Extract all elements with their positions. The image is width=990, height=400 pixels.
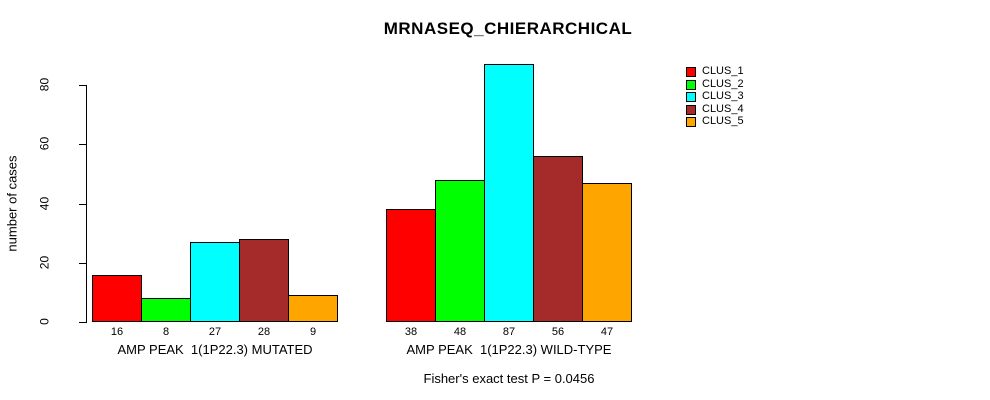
y-tick-label: 0	[37, 318, 52, 325]
legend: CLUS_1 CLUS_2 CLUS_3 CLUS_4 CLUS_5	[686, 66, 806, 136]
bar-value-label: 87	[502, 326, 516, 338]
y-tick-mark	[79, 263, 86, 264]
bar-clus_4-group1	[239, 239, 289, 322]
y-tick-mark	[79, 144, 86, 145]
y-tick-label: 20	[37, 255, 52, 270]
group-label-2: AMP PEAK 1(1P22.3) WILD-TYPE	[406, 342, 612, 357]
legend-label: CLUS_3	[702, 90, 744, 102]
bar-clus_5-group1	[288, 295, 338, 322]
legend-row-clus_3: CLUS_3	[686, 91, 744, 102]
bar-clus_2-group1	[141, 298, 191, 322]
bar-value-label: 28	[257, 326, 271, 338]
legend-row-clus_4: CLUS_4	[686, 104, 744, 115]
legend-row-clus_5: CLUS_5	[686, 116, 744, 127]
bar-clus_1-group2	[386, 209, 436, 322]
bar-clus_3-group2	[484, 64, 534, 322]
bar-clus_3-group1	[190, 242, 240, 322]
y-axis-line	[86, 85, 87, 323]
bar-clus_5-group2	[582, 183, 632, 322]
y-tick-label: 80	[37, 77, 52, 92]
legend-swatch-icon	[686, 91, 696, 102]
legend-label: CLUS_4	[702, 103, 744, 115]
legend-row-clus_1: CLUS_1	[686, 66, 744, 77]
bar-clus_1-group1	[92, 275, 142, 322]
y-tick-mark	[79, 322, 86, 323]
bar-clus_4-group2	[533, 156, 583, 322]
bar-value-label: 38	[404, 326, 418, 338]
y-tick-mark	[79, 204, 86, 205]
chart-title: MRNASEQ_CHIERARCHICAL	[383, 19, 633, 38]
bar-value-label: 48	[453, 326, 467, 338]
legend-swatch-icon	[686, 104, 696, 115]
legend-swatch-icon	[686, 116, 696, 127]
annotation-text: Fisher's exact test P = 0.0456	[423, 371, 595, 386]
legend-swatch-icon	[686, 79, 696, 90]
y-tick-label: 60	[37, 136, 52, 151]
bar-value-label: 9	[309, 326, 317, 338]
bar-value-label: 27	[208, 326, 222, 338]
legend-label: CLUS_2	[702, 78, 744, 90]
legend-swatch-icon	[686, 66, 696, 77]
y-tick-label: 40	[37, 196, 52, 211]
bar-value-label: 47	[600, 326, 614, 338]
y-axis-label: number of cases	[4, 155, 20, 252]
y-tick-mark	[79, 85, 86, 86]
group-label-1: AMP PEAK 1(1P22.3) MUTATED	[117, 342, 313, 357]
legend-row-clus_2: CLUS_2	[686, 79, 744, 90]
bar-value-label: 8	[162, 326, 170, 338]
legend-label: CLUS_1	[702, 65, 744, 77]
bar-clus_2-group2	[435, 180, 485, 322]
bar-value-label: 56	[551, 326, 565, 338]
legend-label: CLUS_5	[702, 115, 744, 127]
bar-value-label: 16	[110, 326, 124, 338]
